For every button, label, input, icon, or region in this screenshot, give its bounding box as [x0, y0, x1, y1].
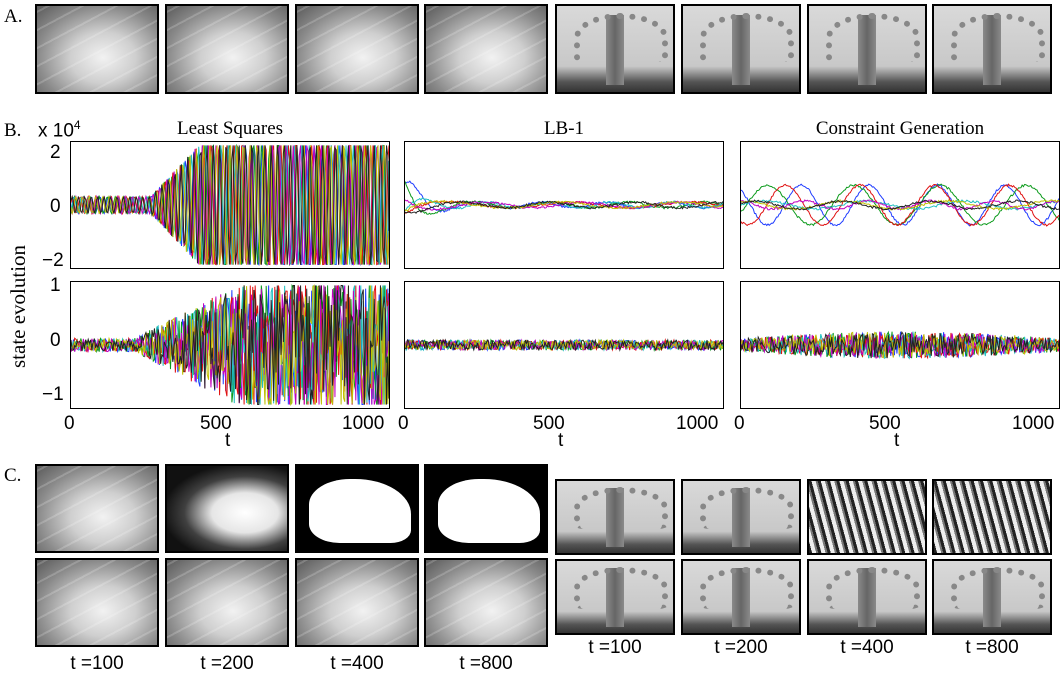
traces-bottom-constraint-generation — [741, 330, 1059, 360]
steam-recon-cg-200 — [165, 558, 289, 647]
trace-line — [71, 284, 389, 406]
time-label-fountain-800: t =800 — [965, 637, 1019, 658]
plot-panel-top-least-squares — [70, 141, 390, 269]
ytick-top-2: 2 — [50, 142, 61, 163]
fountain-frame-a3 — [807, 4, 927, 94]
fountain-recon-ls-100 — [555, 479, 675, 555]
plot-panel-top-lb1 — [404, 141, 724, 269]
traces-top-least-squares — [71, 143, 389, 267]
xtick-label-lb1: t — [558, 430, 564, 451]
traces-bottom-least-squares — [71, 283, 389, 407]
trace-line — [71, 145, 389, 265]
traces-bottom-lb1 — [405, 338, 723, 352]
scale-prefix: x 10 — [38, 120, 74, 142]
trace-line — [741, 199, 1059, 211]
section-label-c: C. — [4, 465, 22, 486]
xtick-label-ls: t — [225, 430, 231, 451]
ytick-top-0: 0 — [50, 196, 61, 217]
time-label-fountain-100: t =100 — [588, 637, 642, 658]
steam-frame-a1 — [35, 4, 159, 94]
fountain-frame-a1 — [555, 4, 675, 94]
steam-recon-cg-800 — [424, 558, 548, 647]
fountain-recon-cg-800 — [932, 559, 1052, 635]
steam-recon-cg-400 — [295, 558, 419, 647]
trace-line — [741, 199, 1059, 211]
trace-line — [71, 145, 389, 265]
steam-recon-cg-100 — [35, 558, 159, 647]
time-label-steam-200: t =200 — [200, 653, 254, 674]
fountain-recon-ls-200 — [681, 479, 801, 555]
steam-frame-a4 — [424, 4, 548, 94]
trace-line — [405, 181, 723, 215]
xtick-0-cg: 0 — [734, 413, 745, 434]
section-label-a: A. — [4, 6, 23, 27]
time-label-steam-800: t =800 — [459, 653, 513, 674]
time-label-steam-100: t =100 — [70, 653, 124, 674]
plot-title-lb1: LB-1 — [543, 118, 585, 139]
xtick-500-cg: 500 — [869, 413, 901, 434]
traces-top-constraint-generation — [741, 183, 1059, 227]
xtick-0-ls: 0 — [64, 413, 75, 434]
trace-line — [741, 183, 1059, 227]
ytick-bottom-1: 1 — [50, 275, 61, 296]
trace-line — [405, 200, 723, 214]
fountain-recon-cg-400 — [807, 559, 927, 635]
steam-recon-ls-200 — [165, 464, 289, 553]
xtick-0-lb1: 0 — [398, 413, 409, 434]
fountain-recon-cg-200 — [681, 559, 801, 635]
steam-recon-ls-400 — [295, 464, 419, 553]
time-label-fountain-200: t =200 — [714, 637, 768, 658]
fountain-frame-a2 — [681, 4, 801, 94]
y-axis-label: state evolution — [6, 244, 30, 368]
fountain-recon-ls-400 — [807, 479, 927, 555]
ytick-bottom-0: 0 — [50, 330, 61, 351]
xtick-1000-cg: 1000 — [1012, 413, 1055, 434]
xtick-500-ls: 500 — [200, 413, 232, 434]
xtick-1000-lb1: 1000 — [676, 413, 719, 434]
steam-recon-ls-100 — [35, 464, 159, 553]
trace-line — [405, 338, 723, 352]
ytick-bottom-neg1: −1 — [42, 384, 64, 405]
ytick-top-neg2: −2 — [42, 250, 64, 271]
steam-frame-a3 — [295, 4, 419, 94]
plot-panel-bottom-lb1 — [404, 281, 724, 409]
section-label-b: B. — [4, 120, 22, 141]
plot-panel-bottom-constraint-generation — [740, 281, 1060, 409]
fountain-frame-a4 — [932, 4, 1052, 94]
scale-exponent: 4 — [73, 118, 81, 132]
steam-frame-a2 — [165, 4, 289, 94]
time-label-steam-400: t =400 — [330, 653, 384, 674]
trace-line — [741, 331, 1059, 359]
xtick-label-cg: t — [894, 430, 900, 451]
trace-line — [71, 284, 389, 407]
traces-top-lb1 — [405, 180, 723, 215]
plot-title-constraint-generation: Constraint Generation — [815, 118, 985, 139]
plot-title-least-squares: Least Squares — [176, 118, 284, 139]
trace-line — [405, 338, 723, 352]
fountain-recon-cg-100 — [555, 559, 675, 635]
trace-line — [405, 200, 723, 214]
xtick-1000-ls: 1000 — [342, 413, 385, 434]
xtick-500-lb1: 500 — [533, 413, 565, 434]
steam-recon-ls-800 — [424, 464, 548, 553]
fountain-recon-ls-800 — [932, 479, 1052, 555]
scale-factor: x 104 — [38, 118, 81, 142]
plot-panel-bottom-least-squares — [70, 281, 390, 409]
plot-panel-top-constraint-generation — [740, 141, 1060, 269]
trace-line — [741, 331, 1059, 359]
time-label-fountain-400: t =400 — [840, 637, 894, 658]
